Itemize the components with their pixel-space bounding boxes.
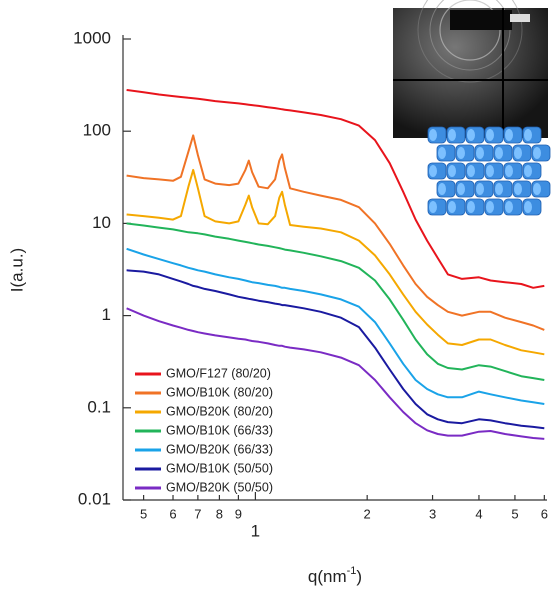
series-line (126, 134, 545, 331)
x-tick-label: 4 (475, 506, 482, 521)
x-tick-label: 5 (140, 506, 147, 521)
legend-label: GMO/B20K (80/20) (166, 404, 273, 418)
cylinder-end (514, 147, 522, 159)
inset-saxs-image (393, 0, 548, 138)
cylinder-end (457, 147, 465, 159)
x-tick-label: 6 (541, 506, 548, 521)
x-tick-label: 2 (364, 506, 371, 521)
series-line (126, 89, 545, 289)
legend-label: GMO/B10K (50/50) (166, 461, 273, 475)
cylinder-end (495, 147, 503, 159)
legend-label: GMO/B20K (50/50) (166, 480, 273, 494)
cylinder-end (533, 147, 541, 159)
y-tick-label: 0.1 (87, 397, 111, 416)
x-axis-label: q(nm-1) (308, 565, 362, 587)
cylinder-end (448, 129, 456, 141)
x-tick-label: 3 (429, 506, 436, 521)
cylinder-end (505, 129, 513, 141)
legend-label: GMO/B20K (66/33) (166, 442, 273, 456)
cylinder-end (524, 165, 532, 177)
cylinder-end (438, 147, 446, 159)
x-tick-label: 5 (511, 506, 518, 521)
inset-hexagonal-cylinders (427, 126, 551, 216)
y-axis-label: I(a.u.) (7, 248, 26, 292)
cylinder-end (467, 165, 475, 177)
cylinder-end (429, 201, 437, 213)
legend-label: GMO/B10K (80/20) (166, 385, 273, 399)
cylinder-end (429, 129, 437, 141)
cylinder-end (524, 129, 532, 141)
cylinder-end (533, 183, 541, 195)
cylinder-end (429, 165, 437, 177)
cylinder-end (476, 183, 484, 195)
series-line (126, 168, 545, 356)
cylinder-end (524, 201, 532, 213)
cylinder-end (495, 183, 503, 195)
series-line (126, 307, 545, 440)
cylinder-end (486, 165, 494, 177)
cylinder-end (505, 201, 513, 213)
cylinder-end (476, 147, 484, 159)
legend-label: GMO/F127 (80/20) (166, 366, 271, 380)
series-line (126, 222, 545, 381)
y-tick-label: 100 (83, 121, 111, 140)
cylinder-end (448, 201, 456, 213)
x-tick-label: 1 (251, 521, 260, 540)
cylinder-end (514, 183, 522, 195)
x-tick-label: 9 (235, 506, 242, 521)
x-axis-label-sup: -1 (347, 565, 357, 577)
x-tick-label: 6 (169, 506, 176, 521)
cylinder-end (486, 129, 494, 141)
x-axis-label-end: ) (356, 567, 362, 586)
x-axis-label-main: q(nm (308, 567, 347, 586)
cylinder-end (467, 201, 475, 213)
y-tick-label: 0.01 (78, 489, 111, 508)
series-line (126, 247, 545, 405)
x-tick-label: 8 (216, 506, 223, 521)
cylinder-end (486, 201, 494, 213)
cylinder-end (457, 183, 465, 195)
y-tick-label: 10 (92, 213, 111, 232)
y-tick-label: 1000 (73, 28, 111, 47)
x-tick-label: 7 (194, 506, 201, 521)
cylinder-end (505, 165, 513, 177)
cylinder-end (448, 165, 456, 177)
cylinder-end (438, 183, 446, 195)
legend-label: GMO/B10K (66/33) (166, 423, 273, 437)
y-tick-label: 1 (102, 305, 111, 324)
series-line (126, 269, 545, 430)
cylinder-end (467, 129, 475, 141)
